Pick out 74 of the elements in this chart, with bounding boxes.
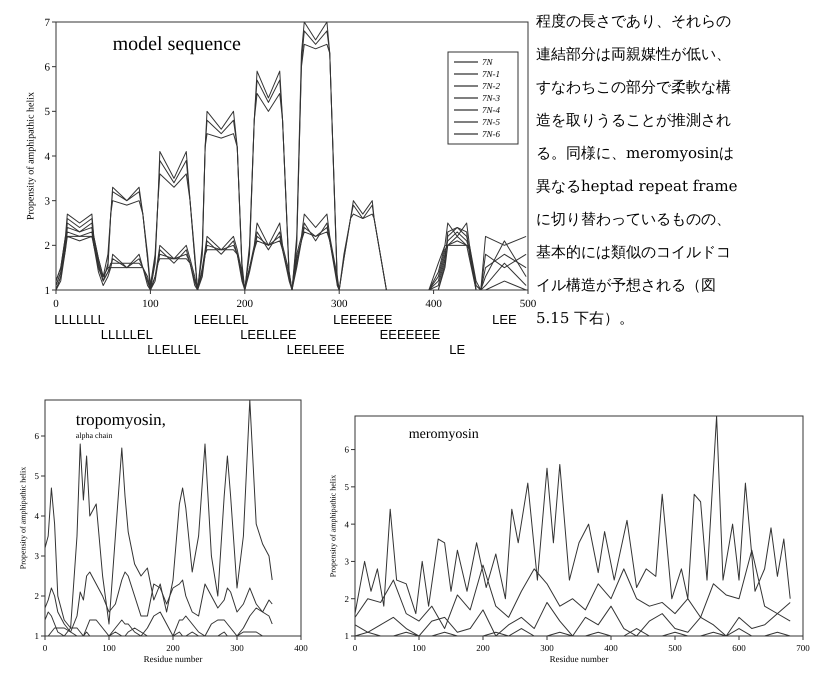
x-tick-label: 0 (42, 643, 48, 653)
text: る。同様に、meromyosinは (536, 144, 734, 162)
x-tick-label: 300 (330, 298, 348, 310)
y-tick-label: 2 (44, 240, 50, 252)
y-axis-title: Propensity of amphipathic helix (328, 474, 338, 578)
text: LE (449, 342, 466, 357)
legend-label: 7N-1 (482, 69, 500, 80)
x-tick-label: 600 (732, 643, 746, 653)
x-tick-label: 400 (604, 643, 618, 653)
y-tick-label: 6 (344, 444, 350, 455)
x-tick-label: 300 (540, 643, 554, 653)
x-axis-title: Residue number (550, 654, 608, 664)
x-tick-label: 0 (352, 643, 358, 653)
x-tick-label: 100 (142, 298, 160, 310)
text: 異なるheptad repeat frame (536, 177, 738, 195)
x-tick-label: 100 (412, 643, 426, 653)
y-tick-label: 6 (34, 431, 40, 442)
text: LEELLEL (194, 312, 249, 327)
text: 程度の長さであり、それらの (536, 12, 731, 30)
text: alpha chain (76, 431, 112, 440)
text: meromyosin (408, 427, 479, 442)
x-tick-label: 300 (230, 643, 244, 653)
text: LEEEEEE (333, 312, 393, 327)
x-tick-label: 200 (236, 298, 254, 310)
y-tick-label: 2 (34, 591, 39, 602)
text: 連結部分は両親媒性が低い、 (536, 45, 731, 63)
text: に切り替わっているものの、 (536, 210, 731, 228)
legend-label: 7N (482, 57, 494, 68)
legend-label: 7N-4 (482, 105, 500, 116)
y-tick-label: 5 (344, 482, 350, 492)
text: LLLLLLL (54, 312, 105, 327)
y-tick-label: 1 (34, 631, 39, 642)
y-tick-label: 3 (44, 196, 50, 208)
text: 造を取りうることが推測され (536, 111, 731, 129)
text: LLELLEL (147, 342, 201, 357)
y-axis-title: Propensity of amphipathic helix (26, 92, 37, 220)
x-tick-label: 700 (796, 643, 810, 653)
text: LEELLEE (240, 327, 297, 342)
y-tick-label: 6 (44, 62, 50, 74)
x-tick-label: 400 (294, 643, 308, 653)
text: model sequence (112, 33, 242, 55)
legend-label: 7N-3 (482, 93, 500, 104)
y-tick-label: 7 (44, 16, 50, 29)
y-tick-label: 5 (34, 471, 40, 482)
x-tick-label: 500 (520, 298, 537, 310)
y-tick-label: 3 (344, 556, 350, 567)
y-tick-label: 5 (44, 106, 50, 118)
y-tick-label: 3 (34, 551, 40, 562)
x-tick-label: 400 (425, 298, 442, 310)
x-tick-label: 200 (166, 643, 180, 653)
y-tick-label: 4 (34, 511, 40, 522)
text: イル構造が予想される（図 (536, 276, 716, 294)
y-tick-label: 4 (344, 519, 350, 530)
x-axis-title: Residue number (144, 654, 202, 664)
x-tick-label: 100 (102, 643, 116, 653)
x-tick-label: 200 (476, 643, 490, 653)
legend-label: 7N-2 (482, 81, 500, 92)
y-tick-label: 4 (44, 150, 50, 163)
y-tick-label: 2 (344, 594, 349, 604)
text: LEE (492, 312, 518, 327)
x-tick-label: 0 (53, 298, 60, 310)
text: 基本的には類似のコイルドコ (536, 243, 731, 261)
text: LLLLLEL (100, 327, 153, 342)
text: LEELEEE (286, 342, 345, 357)
y-tick-label: 1 (344, 631, 349, 642)
text: tropomyosin, (76, 410, 166, 429)
y-tick-label: 1 (44, 284, 50, 297)
text: 5.15 下右）。 (536, 309, 634, 327)
y-axis-title: Propensity of amphipathic helix (18, 466, 28, 570)
text: EEEEEEE (380, 327, 441, 342)
text: すなわちこの部分で柔軟な構 (536, 78, 731, 96)
legend-label: 7N-6 (482, 129, 500, 140)
x-tick-label: 500 (668, 643, 682, 653)
legend-label: 7N-5 (482, 117, 500, 128)
